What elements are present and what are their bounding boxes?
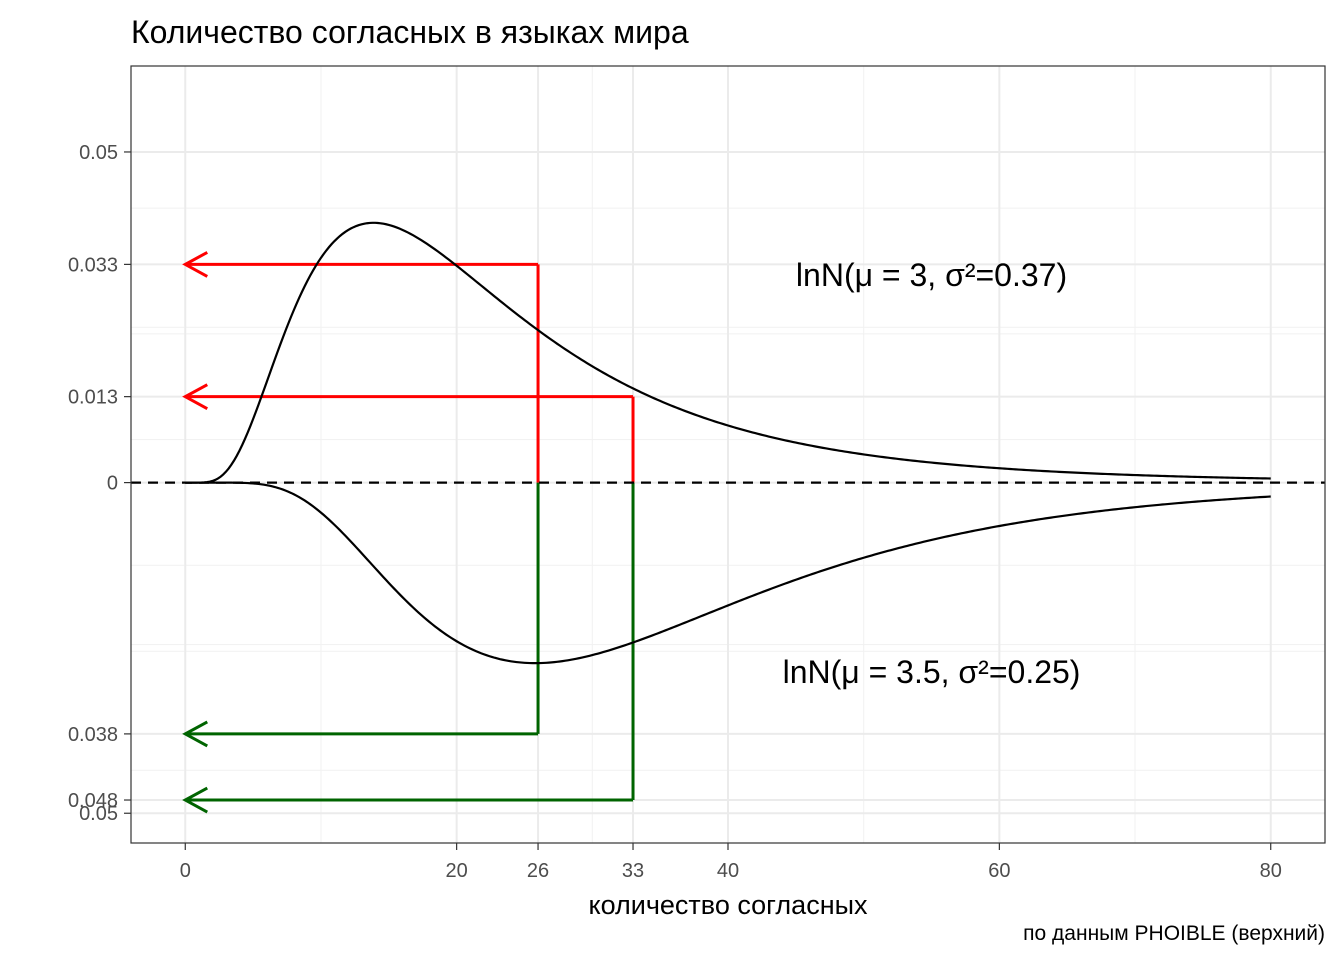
y-tick-label: 0.05 [79,142,118,164]
guide-arrowhead [182,383,208,410]
x-tick-label: 0 [180,860,191,882]
x-axis-label: количество согласных [588,890,868,920]
y-tick-label: 0.013 [68,387,118,409]
guide-arrowhead [182,720,208,748]
x-tick-label: 26 [527,860,549,882]
density-curve [185,221,1271,484]
distribution-label: lnN(μ = 3.5, σ²=0.25) [783,654,1081,690]
x-tick-label: 60 [988,860,1010,882]
density-curve [185,481,1271,665]
caption: по данным PHOIBLE (верхний) [1023,922,1325,945]
distribution-label: lnN(μ = 3, σ²=0.37) [796,257,1067,293]
x-tick-label: 33 [622,860,644,882]
y-tick-label: 0.033 [68,254,118,276]
guide-lines [182,251,635,814]
y-tick-label: 0.048 [68,790,118,812]
density-curves [185,221,1271,665]
x-tick-label: 20 [446,860,468,882]
x-tick-label: 80 [1260,860,1282,882]
x-tick-label: 40 [717,860,739,882]
y-tick-label: 0.038 [68,724,118,746]
annotations: lnN(μ = 3, σ²=0.37) lnN(μ = 3.5, σ²=0.25) [783,257,1081,690]
guide-arrowhead [182,786,208,814]
chart-title: Количество согласных в языках мира [131,14,689,50]
guide-arrowhead [182,251,208,278]
x-axis: 0 20 26 33 40 60 80 [180,843,1282,882]
y-tick-label: 0 [107,473,118,495]
y-tick-label: 0.05 [79,803,118,825]
